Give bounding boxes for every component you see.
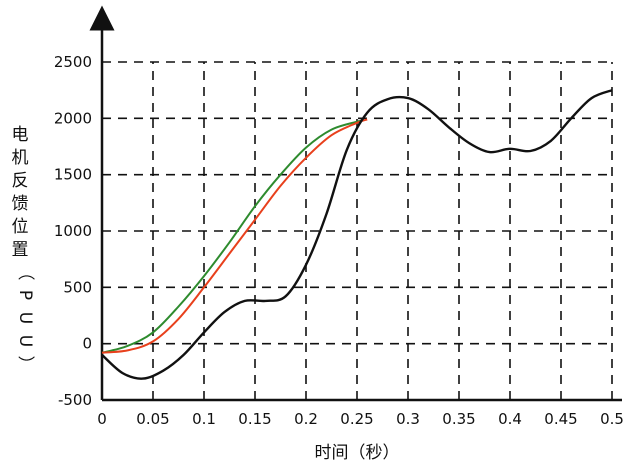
series-group <box>101 89 613 380</box>
x-tick-label: 0.35 <box>442 410 475 428</box>
y-tick-label: 500 <box>63 278 92 296</box>
y-tick-label: 2500 <box>54 53 92 71</box>
red-curve <box>101 118 368 354</box>
y-axis-label-char: P <box>15 290 35 300</box>
x-tick-label: 0.15 <box>238 410 271 428</box>
y-axis-label-char: U <box>15 312 35 324</box>
x-tick-label: 0.25 <box>340 410 373 428</box>
y-tick-label: -500 <box>58 391 92 409</box>
black-curve <box>101 89 613 380</box>
y-axis-label-char: 反 <box>12 171 29 191</box>
y-axis-label-char: （ <box>15 264 35 281</box>
y-axis-label-char: 位 <box>12 217 29 237</box>
y-axis-label-char: ） <box>15 356 35 373</box>
y-axis-label-char: U <box>15 335 35 347</box>
y-tick-label: 1500 <box>54 166 92 184</box>
x-tick-label: 0.2 <box>294 410 318 428</box>
x-tick-label: 0.3 <box>396 410 420 428</box>
y-tick-label: 0 <box>82 335 92 353</box>
y-axis-label-char: 馈 <box>12 194 29 214</box>
x-tick-label: 0 <box>97 410 107 428</box>
y-axis-label-char: 电 <box>12 125 29 145</box>
x-tick-label: 0.45 <box>544 410 577 428</box>
y-axis-label-char: 机 <box>12 148 29 168</box>
x-tick-label: 0.05 <box>136 410 169 428</box>
y-tick-label: 2000 <box>54 109 92 127</box>
y-axis-label-char: 置 <box>12 240 29 260</box>
x-tick-label: 0.1 <box>192 410 216 428</box>
x-axis-label: 时间（秒） <box>315 443 400 463</box>
x-tick-label: 0.5 <box>600 410 624 428</box>
grid <box>102 61 613 400</box>
x-tick-label: 0.4 <box>498 410 522 428</box>
axes <box>89 5 622 402</box>
tick-labels: 0 0.05 0.1 0.15 0.2 0.25 0.3 0.35 0.4 0.45 0.5 2500… <box>54 53 624 428</box>
green-curve <box>101 119 363 354</box>
y-tick-label: 1000 <box>54 222 92 240</box>
